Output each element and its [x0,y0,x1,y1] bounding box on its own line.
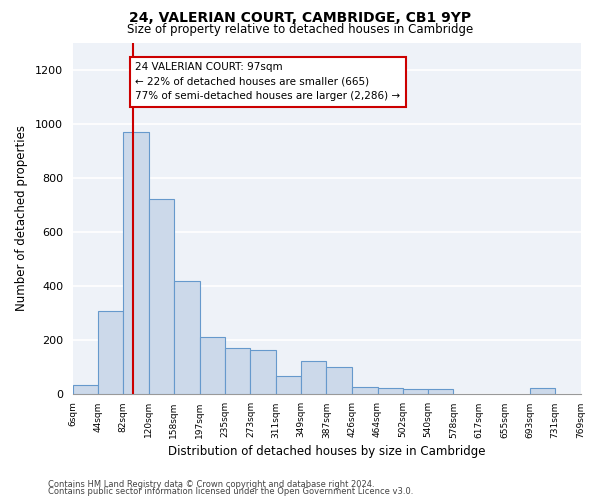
Bar [73,386,98,394]
Bar [301,361,326,394]
X-axis label: Distribution of detached houses by size in Cambridge: Distribution of detached houses by size … [168,444,485,458]
Bar [352,387,377,394]
Bar [276,376,301,394]
Y-axis label: Number of detached properties: Number of detached properties [15,125,28,311]
Text: 24, VALERIAN COURT, CAMBRIDGE, CB1 9YP: 24, VALERIAN COURT, CAMBRIDGE, CB1 9YP [129,11,471,25]
Bar [98,311,124,394]
Bar [149,199,174,394]
Text: 24 VALERIAN COURT: 97sqm
← 22% of detached houses are smaller (665)
77% of semi-: 24 VALERIAN COURT: 97sqm ← 22% of detach… [136,62,400,102]
Text: Contains public sector information licensed under the Open Government Licence v3: Contains public sector information licen… [48,487,413,496]
Text: Contains HM Land Registry data © Crown copyright and database right 2024.: Contains HM Land Registry data © Crown c… [48,480,374,489]
Bar [377,388,403,394]
Bar [200,337,225,394]
Bar [250,350,276,394]
Bar [428,388,454,394]
Text: Size of property relative to detached houses in Cambridge: Size of property relative to detached ho… [127,22,473,36]
Bar [225,348,250,394]
Bar [174,282,200,394]
Bar [530,388,555,394]
Bar [326,366,352,394]
Bar [403,388,428,394]
Bar [124,132,149,394]
